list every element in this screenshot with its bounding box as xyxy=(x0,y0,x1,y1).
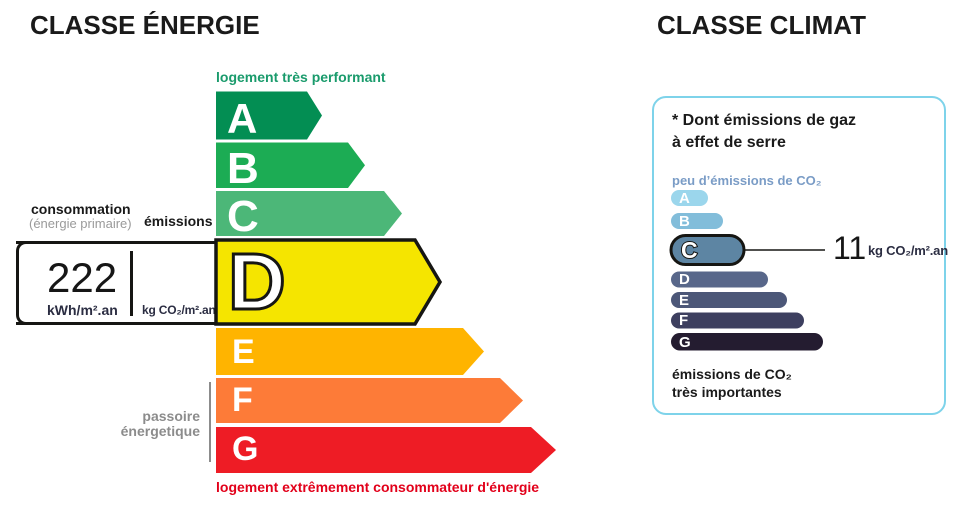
svg-text:C: C xyxy=(681,237,698,263)
svg-text:D: D xyxy=(679,271,690,288)
svg-text:F: F xyxy=(679,312,688,329)
svg-text:E: E xyxy=(679,292,689,309)
svg-text:B: B xyxy=(679,213,690,230)
svg-text:A: A xyxy=(679,190,690,207)
svg-text:G: G xyxy=(679,334,691,351)
